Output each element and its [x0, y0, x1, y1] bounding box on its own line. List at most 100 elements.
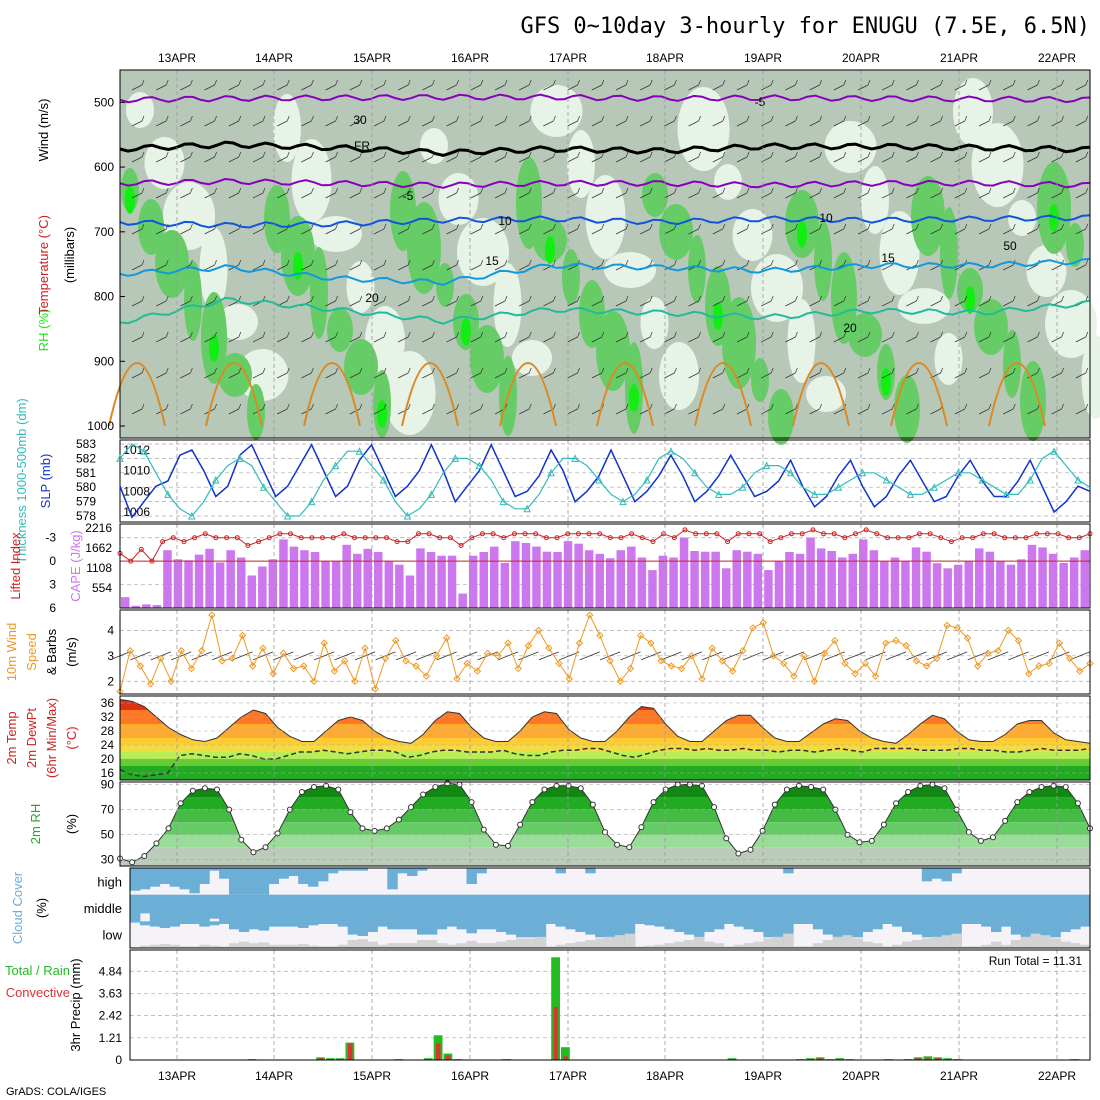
wind-barb-flag: [577, 367, 580, 374]
cloud-bar-low-amount: [961, 946, 972, 948]
rh-dry-region: [530, 85, 583, 137]
rh-dry-region: [934, 333, 963, 385]
rh-marker: [323, 782, 330, 789]
cloud-bar-middle: [387, 894, 398, 922]
lifted-index-marker: [362, 535, 368, 541]
rh-colour-band: [120, 834, 1090, 848]
wind-barb-flag: [916, 79, 919, 86]
wind-barb: [1003, 408, 1014, 415]
wind-barb: [930, 120, 941, 127]
wind-barb-flag: [214, 295, 217, 302]
lifted-index-marker: [202, 531, 208, 537]
wind-barb-flag: [190, 295, 193, 302]
cloud-bar-low: [476, 921, 487, 930]
cape-bar: [1027, 544, 1037, 608]
wind-barb: [664, 264, 675, 271]
wind-barb: [567, 372, 578, 379]
wind-barb: [349, 264, 360, 271]
wind-barb: [809, 228, 820, 235]
thickness-marker: [211, 475, 220, 484]
wind-barb: [156, 300, 167, 307]
wind-barb: [615, 372, 627, 379]
wind-barb-flag: [674, 259, 677, 266]
ytick-wind: 4: [107, 623, 114, 637]
wind-barb-flag: [214, 403, 217, 410]
lifted-index-marker: [735, 531, 741, 537]
wind-barb-flag: [359, 259, 363, 266]
cloud-bar-low: [545, 921, 557, 924]
wind-barb-flag: [819, 79, 822, 86]
wind-barb-flag: [916, 367, 919, 374]
cloud-bar-low: [892, 921, 903, 927]
date-label-top: 21APR: [940, 51, 978, 65]
cloud-bar-low: [674, 921, 685, 932]
cloud-bar-low-amount: [773, 936, 784, 948]
wind-barb: [470, 228, 481, 235]
lifted-index-marker: [1002, 535, 1008, 541]
cape-bar: [353, 553, 362, 608]
precip-convective-bar: [553, 1006, 559, 1060]
wind-speed-marker: [310, 677, 318, 685]
wind-barb-flag: [1061, 115, 1064, 122]
cape-bar: [500, 562, 510, 608]
wind-barb-flag: [553, 115, 556, 122]
cloud-bar-low: [288, 921, 299, 927]
upper-air-ylabel: Wind (m/s): [36, 99, 51, 162]
wind-barb: [736, 372, 748, 379]
wind-barb-flag: [819, 115, 822, 122]
precip-convective-bar: [818, 1058, 823, 1060]
lifted-index-marker: [671, 535, 677, 541]
wind-barb: [494, 156, 506, 163]
rh-humid-region: [848, 313, 882, 357]
cloud-bar-low: [882, 921, 893, 924]
rh-colour-band: [120, 797, 1090, 810]
cloud-bar-low-amount: [921, 938, 933, 948]
wind-barb-flag: [238, 115, 242, 122]
wind-barb-flag: [746, 79, 750, 86]
cape-bar: [384, 561, 394, 608]
wind-barb-flag: [916, 187, 919, 194]
date-label-top: 13APR: [158, 51, 196, 65]
wind-barb: [761, 300, 772, 307]
wind-barb: [180, 300, 191, 307]
cloud-bar-middle: [832, 894, 844, 922]
wind-barb: [785, 264, 796, 271]
rh-unit-label: (%): [64, 814, 79, 834]
wind-speed-marker: [371, 685, 379, 693]
cloud-bar-high: [357, 868, 368, 871]
wind-barb-flag: [1012, 403, 1016, 410]
cloud-level-label: high: [97, 874, 122, 889]
cloud-bar-low-amount: [991, 941, 1002, 948]
cloud-bar-low-amount: [506, 940, 517, 948]
wind-barb: [615, 408, 627, 415]
wind-barb: [736, 228, 748, 235]
wind-barb: [446, 300, 457, 307]
wind-barb-flag: [262, 367, 266, 374]
wind-barb-flag: [383, 259, 387, 266]
wind-barb-flag: [940, 223, 943, 230]
cloud-bar-high: [407, 868, 418, 876]
precip-frame: [129, 949, 1091, 1061]
wind-barb-flag: [916, 223, 919, 230]
wind-barb: [567, 228, 578, 235]
cape-bar: [1059, 562, 1068, 608]
wind-barb: [204, 372, 215, 379]
wind-barb: [761, 372, 772, 379]
wind-barb-flag: [674, 79, 677, 86]
cloud-bar-low: [446, 921, 458, 927]
wind-barb-10m: [640, 651, 662, 661]
wind-barb-flag: [1061, 151, 1064, 158]
wind-barb-flag: [649, 79, 653, 86]
rh-marker: [517, 821, 524, 828]
wind-speed-marker: [524, 641, 533, 650]
wind-barb: [373, 84, 385, 91]
cape-bar: [975, 548, 984, 608]
temp-contour-minus5-upper: [119, 93, 1091, 104]
cape-bar: [511, 541, 520, 608]
cloud-bar-middle: [921, 894, 933, 922]
wind-barb-flag: [311, 223, 314, 230]
wind-barb-flag: [1012, 79, 1016, 86]
wind-barb-flag: [625, 223, 629, 230]
cape-bar: [1038, 547, 1047, 608]
rh-dry-region: [585, 175, 626, 259]
